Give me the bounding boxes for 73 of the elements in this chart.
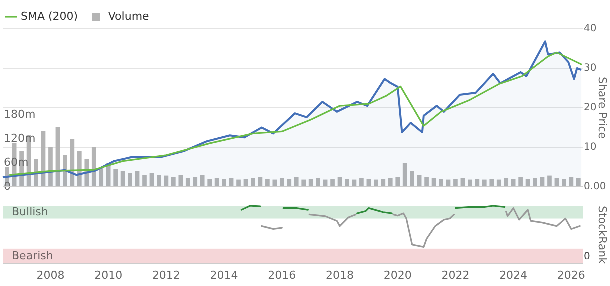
bar bbox=[424, 177, 429, 187]
bar bbox=[504, 178, 509, 187]
bar bbox=[251, 178, 256, 187]
bar bbox=[533, 178, 538, 187]
x-tick-label: 2010 bbox=[94, 269, 123, 282]
x-tick-label: 2022 bbox=[442, 269, 470, 282]
bar bbox=[360, 178, 364, 187]
band-label: Bullish bbox=[12, 205, 48, 218]
bar bbox=[330, 179, 335, 187]
bar bbox=[287, 179, 292, 187]
bar bbox=[576, 178, 581, 187]
bar bbox=[280, 178, 284, 187]
x-tick-label: 2008 bbox=[36, 269, 65, 282]
bar bbox=[34, 159, 38, 187]
bar bbox=[178, 175, 184, 187]
bar bbox=[208, 179, 212, 187]
bar bbox=[468, 180, 472, 187]
bar bbox=[157, 175, 162, 187]
y-tick-label: 0.00 bbox=[584, 182, 606, 193]
bar bbox=[475, 179, 480, 187]
y2-tick-label: 180m bbox=[4, 108, 36, 122]
y-tick-label: 40 bbox=[584, 24, 597, 35]
bar bbox=[266, 179, 270, 187]
bar bbox=[562, 179, 566, 187]
band-label: Bearish bbox=[12, 249, 54, 262]
y-tick-label: 30 bbox=[584, 63, 597, 74]
x-tick-label: 2012 bbox=[152, 269, 180, 282]
y-tick-label: 10 bbox=[584, 142, 597, 154]
bar bbox=[236, 180, 241, 187]
bar bbox=[294, 177, 299, 187]
y-axis-title: Share Price bbox=[596, 76, 609, 140]
y-tick-label: 20 bbox=[584, 102, 597, 114]
bar bbox=[193, 177, 198, 187]
bar bbox=[496, 180, 502, 187]
x-tick-label: 2018 bbox=[326, 269, 354, 282]
x-tick-label: 2024 bbox=[500, 269, 528, 282]
bar bbox=[548, 176, 552, 187]
x-tick-label: 2020 bbox=[384, 269, 412, 282]
bar bbox=[114, 169, 118, 187]
bar bbox=[381, 179, 386, 187]
bar bbox=[439, 179, 444, 187]
bar bbox=[200, 175, 205, 187]
legend-label: SMA (200) bbox=[21, 10, 78, 24]
bar bbox=[345, 179, 350, 187]
bar bbox=[518, 177, 523, 187]
bar bbox=[48, 147, 53, 187]
bar bbox=[316, 178, 320, 187]
bar bbox=[402, 163, 408, 187]
bar bbox=[222, 179, 226, 187]
bar bbox=[388, 178, 393, 187]
bar bbox=[172, 177, 176, 187]
bar bbox=[454, 179, 458, 187]
bar bbox=[63, 155, 68, 187]
text: 0 bbox=[584, 252, 590, 263]
bar bbox=[77, 151, 82, 187]
y-axis-title: StockRank bbox=[596, 206, 609, 265]
bar bbox=[99, 167, 104, 187]
bar bbox=[396, 177, 400, 187]
x-tick-label: 2016 bbox=[268, 269, 296, 282]
legend-label: Volume bbox=[108, 10, 150, 24]
bar bbox=[186, 178, 190, 187]
bar bbox=[490, 179, 494, 187]
bar bbox=[92, 147, 96, 187]
x-tick-label: 2026 bbox=[557, 269, 586, 282]
bar bbox=[302, 180, 306, 187]
bar bbox=[374, 180, 378, 187]
y2-tick-label: 60m bbox=[4, 156, 29, 170]
bar bbox=[128, 173, 132, 187]
bar bbox=[142, 175, 147, 187]
y2-tick-label: 120m bbox=[4, 132, 36, 146]
bar bbox=[410, 171, 414, 187]
bar bbox=[482, 180, 487, 187]
x-tick-label: 2014 bbox=[210, 269, 238, 282]
